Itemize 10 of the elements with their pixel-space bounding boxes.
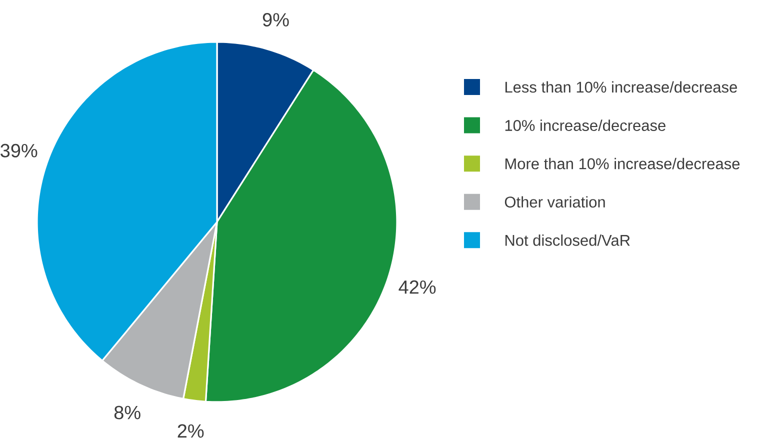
data-label: 2%	[178, 424, 204, 438]
data-label: 8%	[114, 406, 140, 420]
data-label: 42%	[398, 280, 436, 294]
legend-label: Less than 10% increase/decrease	[505, 81, 737, 93]
legend-label: 10% increase/decrease	[505, 120, 666, 131]
data-label: 39%	[0, 144, 38, 158]
data-label: 9%	[262, 13, 289, 26]
legend-label: Not disclosed/VaR	[505, 234, 630, 246]
legend-label: More than 10% increase/decrease	[505, 158, 740, 170]
legend-label: Other variation	[504, 196, 605, 208]
